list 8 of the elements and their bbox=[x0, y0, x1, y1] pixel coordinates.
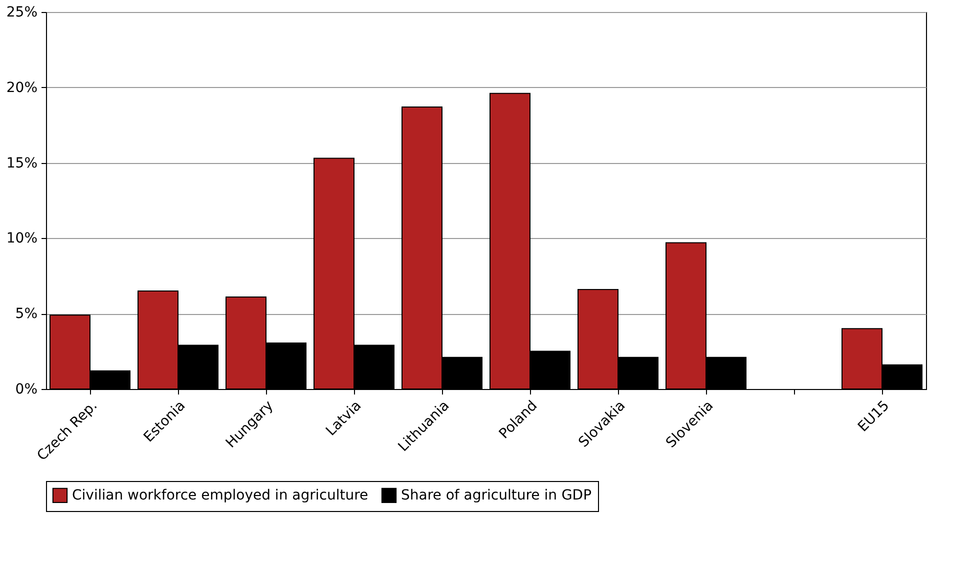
legend-label: Share of agriculture in GDP bbox=[401, 487, 592, 504]
y-tick-label: 15% bbox=[6, 155, 38, 172]
y-tick-label: 10% bbox=[6, 230, 38, 247]
y-tick-label: 20% bbox=[6, 80, 38, 96]
y-tick-label: 5% bbox=[15, 306, 38, 322]
y-tick-label: 0% bbox=[15, 382, 38, 398]
legend-label: Civilian workforce employed in agriculture bbox=[72, 487, 368, 504]
y-tick-label: 25% bbox=[6, 4, 38, 20]
